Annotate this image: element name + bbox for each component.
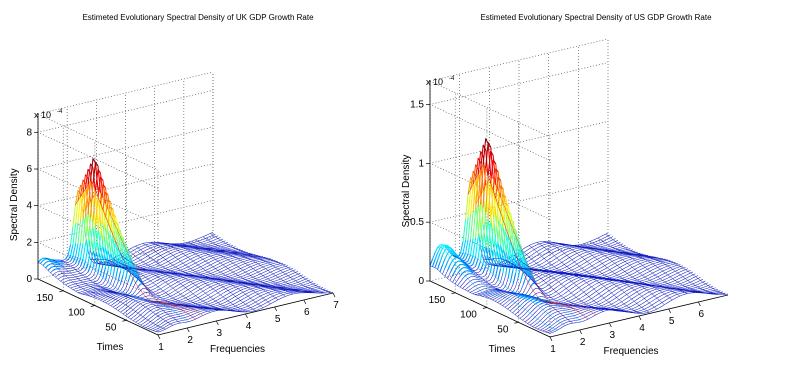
x-tick-label: 3 bbox=[217, 328, 223, 339]
us-chart-svg: 1 2 3 4 5 6 50 100 150 0 0.5 1 1.5 x 10 -4 Estimeted Ev… bbox=[401, 13, 729, 357]
x-tick-label: 1 bbox=[158, 342, 164, 353]
z-scale-label: x 10 bbox=[34, 110, 51, 120]
y-tick-label: 100 bbox=[460, 310, 477, 321]
z-tick-label: 1.5 bbox=[410, 100, 424, 111]
x-tick-label: 2 bbox=[187, 335, 193, 346]
z-tick-label: 0 bbox=[26, 274, 32, 285]
axes bbox=[34, 114, 336, 340]
surface-mesh bbox=[429, 137, 729, 334]
x-tick-label: 2 bbox=[580, 337, 586, 348]
uk-chart-svg: 1 2 3 4 5 6 7 50 100 150 0 2 4 6 8x 10 -4 Estimeted Evol… bbox=[9, 13, 339, 355]
chart-title: Estimeted Evolutionary Spectral Density … bbox=[82, 13, 314, 22]
x-tick-label: 1 bbox=[550, 344, 556, 355]
y-tick-label: 50 bbox=[497, 324, 509, 335]
z-scale-label: x 10 bbox=[426, 77, 443, 87]
z-tick-label: 0.5 bbox=[410, 217, 424, 228]
y-axis-label: Times bbox=[97, 342, 124, 353]
uk-spectral-density-chart: 1 2 3 4 5 6 7 50 100 150 0 2 4 6 8 x 10 -4 Estimeted Evol… bbox=[9, 13, 339, 355]
z-tick-label: 0 bbox=[418, 276, 424, 287]
y-tick-label: 50 bbox=[105, 322, 117, 333]
chart-title: Estimeted Evolutionary Spectral Density … bbox=[480, 13, 712, 22]
x-tick-label: 6 bbox=[699, 309, 705, 320]
axes bbox=[426, 81, 729, 342]
y-axis-label: Times bbox=[489, 344, 516, 355]
x-axis-label: Frequencies bbox=[603, 346, 658, 357]
x-tick-label: 5 bbox=[669, 316, 675, 327]
x-tick-label: 3 bbox=[610, 330, 616, 341]
y-tick-label: 150 bbox=[429, 295, 446, 306]
z-axis-label: Spectral Density bbox=[401, 155, 412, 228]
x-tick-label: 5 bbox=[275, 314, 281, 325]
x-tick-label: 4 bbox=[639, 323, 645, 334]
z-scale-exponent: -4 bbox=[449, 76, 455, 82]
x-tick-label: 7 bbox=[333, 300, 339, 311]
z-scale-exponent: -4 bbox=[57, 109, 63, 115]
x-tick-label: 4 bbox=[246, 321, 252, 332]
z-axis-label: Spectral Density bbox=[9, 168, 20, 241]
z-tick-label: 4 bbox=[26, 201, 32, 212]
x-tick-label: 6 bbox=[304, 307, 310, 318]
z-tick-label: 6 bbox=[26, 164, 32, 175]
grid-lines bbox=[36, 71, 214, 336]
z-tick-label: 1 bbox=[418, 158, 424, 169]
surface-mesh bbox=[37, 157, 334, 333]
grid-lines bbox=[428, 38, 609, 338]
z-tick-label: 2 bbox=[26, 237, 32, 248]
us-spectral-density-chart: 1 2 3 4 5 6 50 100 150 0 0.5 1 1.5 x 10 -4 Estimeted Ev… bbox=[398, 0, 796, 367]
z-tick-label: 8 bbox=[26, 127, 32, 138]
y-tick-label: 150 bbox=[37, 293, 54, 304]
y-tick-label: 100 bbox=[68, 308, 85, 319]
x-axis-label: Frequencies bbox=[210, 344, 265, 355]
